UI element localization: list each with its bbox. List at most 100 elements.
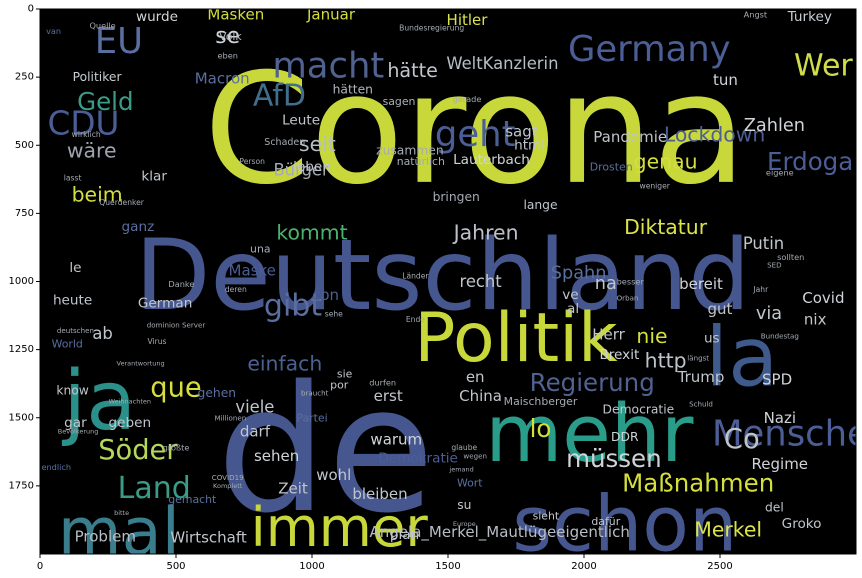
word-166: endlich	[41, 462, 71, 472]
word-132: Bundesregierung	[399, 24, 464, 33]
word-11: macht	[272, 46, 384, 87]
word-93: wohl	[316, 466, 351, 484]
word-116: Wort	[457, 477, 483, 490]
x-tick-label-3: 1500	[435, 561, 460, 572]
word-73: heute	[53, 293, 92, 309]
y-tick-label-5: 1250	[9, 344, 34, 355]
word-104: lange	[523, 198, 557, 212]
word-136: Querdenker	[99, 198, 145, 207]
word-110: gehen	[198, 386, 237, 400]
word-17: wäre	[67, 139, 117, 163]
word-101: Groko	[782, 516, 822, 532]
word-71: con	[312, 286, 339, 304]
word-56: Politiker	[73, 70, 123, 84]
word-149: Virus	[147, 337, 166, 346]
word-159: Millionen	[215, 413, 247, 422]
word-78: via	[756, 304, 782, 324]
x-tick-label-5: 2500	[707, 561, 732, 572]
word-5: Politik	[414, 299, 618, 378]
word-168: Komplett	[213, 482, 243, 490]
word-145: SED	[767, 261, 782, 270]
word-152: Orban	[617, 293, 639, 302]
word-144: Jahr	[752, 285, 769, 294]
word-158: Maischberger	[504, 395, 578, 408]
word-37: Maßnahmen	[622, 469, 774, 498]
word-98: Regime	[752, 455, 809, 473]
word-65: Pandemie	[593, 128, 667, 146]
word-27: Diktatur	[624, 215, 708, 239]
word-150: Ende	[406, 315, 425, 324]
word-12: Wer	[794, 49, 853, 84]
word-62: Lauterbach	[453, 152, 530, 168]
word-103: ganz	[122, 219, 155, 235]
word-115: del	[765, 501, 784, 515]
word-139: sollten	[777, 252, 804, 262]
x-axis: 0 500 1000 1500 2000 2500	[37, 554, 733, 572]
word-86: en	[466, 368, 485, 386]
word-85: China	[459, 387, 502, 405]
word-111: gemacht	[168, 493, 217, 506]
word-109: geben	[108, 415, 151, 431]
word-70: Maske	[229, 262, 276, 280]
word-167: COVID19	[212, 473, 244, 482]
y-tick-label-4: 1000	[9, 276, 34, 287]
word-35: Söder	[98, 435, 178, 466]
word-14: CDU	[48, 105, 120, 143]
word-121: Partei	[296, 411, 327, 424]
word-143: deren	[225, 285, 247, 294]
word-79: nix	[804, 311, 827, 329]
word-60: leben	[293, 159, 331, 175]
word-57: hätten	[333, 82, 373, 96]
word-164: glaube	[451, 443, 477, 452]
word-74: German	[138, 295, 192, 311]
word-99: DDR	[611, 430, 639, 444]
y-tick-label-3: 750	[15, 208, 34, 219]
word-49: se	[215, 24, 240, 49]
word-124: Drosten	[590, 161, 633, 174]
word-31: Regierung	[530, 368, 655, 397]
word-50: hätte	[387, 59, 438, 82]
word-114: su	[457, 498, 471, 512]
word-87: erst	[374, 387, 403, 405]
word-122: por	[330, 379, 349, 392]
word-80: Covid	[802, 289, 844, 307]
word-129: eben	[217, 50, 237, 60]
word-15: AfD	[253, 79, 306, 114]
x-tick-label-4: 2000	[571, 561, 596, 572]
word-84: Brexit	[599, 347, 639, 363]
word-55: Volk	[219, 30, 242, 43]
word-4: la	[705, 310, 778, 405]
word-140: besser	[617, 277, 645, 287]
word-24: Lockdown	[664, 122, 766, 146]
y-tick-label-1: 250	[15, 72, 34, 83]
word-118: us	[704, 331, 720, 347]
word-94: bleiben	[352, 485, 407, 503]
word-59: Leute	[282, 113, 320, 129]
word-170: Europe	[453, 520, 476, 528]
word-53: tun	[713, 71, 738, 89]
word-89: darf	[240, 422, 271, 440]
word-32: nie	[636, 324, 667, 348]
word-117: ve	[562, 287, 578, 303]
word-141: Länder	[402, 272, 429, 281]
word-75: ab	[92, 324, 112, 343]
word-130: gerade	[453, 94, 482, 104]
word-171: bitte	[114, 509, 129, 517]
word-97: Nazi	[764, 409, 796, 427]
word-67: Putin	[743, 234, 784, 253]
word-107: know	[56, 384, 89, 398]
word-148: World	[52, 338, 83, 351]
word-106: le	[69, 260, 81, 276]
word-131: Angst	[744, 9, 768, 19]
word-48: wurde	[136, 9, 178, 25]
word-28: gibt	[264, 289, 322, 324]
word-151: sehe	[325, 310, 343, 319]
word-7: schon	[512, 480, 737, 569]
word-162: Bevölkerung	[58, 427, 99, 435]
word-108: gar	[64, 415, 87, 431]
word-127: Quelle	[89, 20, 115, 30]
word-18: beim	[72, 182, 123, 206]
x-tick-label-1: 500	[166, 561, 185, 572]
word-135: lasst	[64, 174, 82, 183]
